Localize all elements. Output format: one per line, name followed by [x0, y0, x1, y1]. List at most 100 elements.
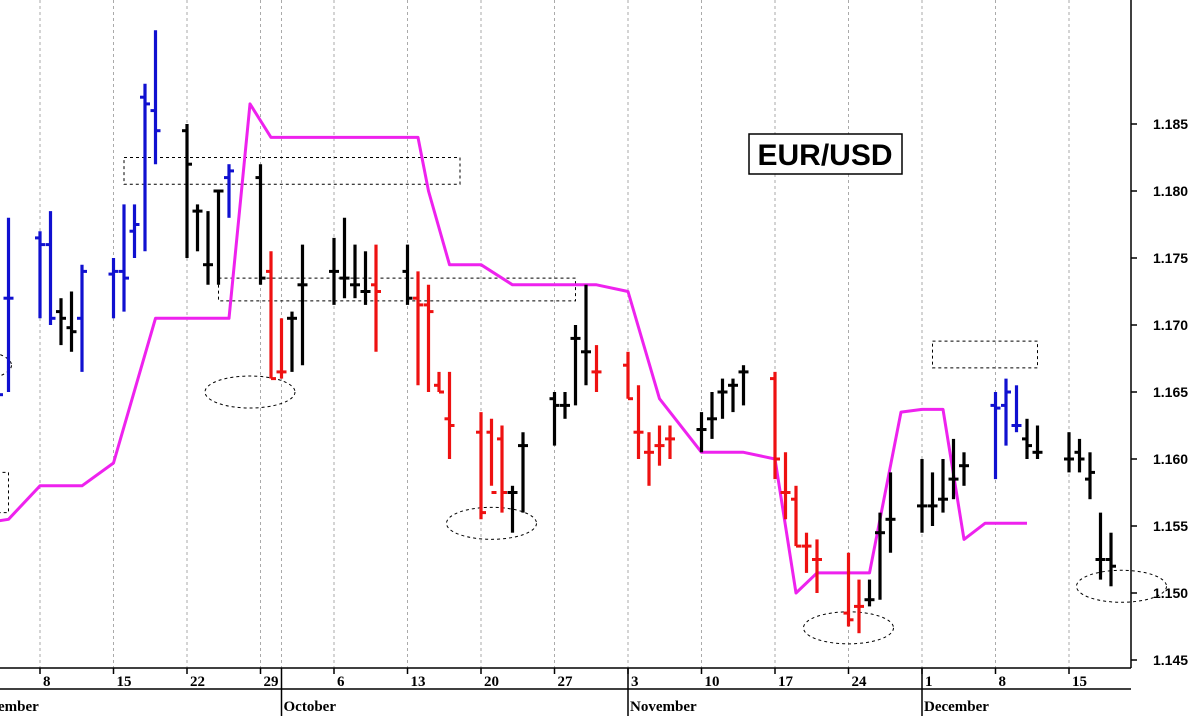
- price-bar: [203, 211, 213, 285]
- x-tick-label: 27: [558, 674, 574, 690]
- price-bar: [707, 392, 717, 439]
- vertical-gridlines: [39, 0, 1070, 668]
- month-label: December: [924, 699, 989, 715]
- price-bar: [917, 459, 927, 533]
- price-bar: [486, 418, 497, 494]
- price-bar: [45, 211, 56, 325]
- price-bar: [287, 311, 297, 372]
- month-label: November: [630, 699, 697, 715]
- x-tick-label: 20: [484, 674, 499, 690]
- price-bar: [255, 164, 266, 285]
- price-bar: [717, 378, 728, 419]
- price-bar: [875, 512, 885, 600]
- price-bar: [1001, 378, 1011, 446]
- x-tick-label: 10: [705, 674, 720, 690]
- price-bar: [56, 298, 66, 346]
- price-bar: [497, 425, 507, 513]
- price-bar: [476, 412, 486, 520]
- x-tick-label: 22: [190, 674, 205, 690]
- price-bar: [864, 579, 875, 607]
- price-bar: [339, 217, 350, 299]
- price-bar: [329, 237, 339, 305]
- price-bar: [623, 351, 633, 401]
- price-bar: [633, 385, 644, 459]
- annotation-ellipse: [1076, 569, 1167, 603]
- price-bar: [213, 189, 224, 285]
- price-bar: [192, 204, 203, 252]
- y-tick-label: 1.170: [1153, 317, 1188, 333]
- x-tick-label: 29: [264, 674, 279, 690]
- price-bar: [423, 284, 434, 392]
- price-bar: [812, 539, 822, 593]
- price-bar: [549, 392, 560, 446]
- price-bar: [77, 264, 87, 372]
- price-bar: [560, 392, 570, 419]
- annotation-box: [218, 277, 576, 302]
- price-bar: [570, 325, 581, 406]
- price-bar: [854, 579, 864, 634]
- price-bar: [276, 318, 287, 379]
- price-bar: [297, 244, 308, 366]
- price-bar: [990, 392, 1001, 480]
- price-bar: [654, 425, 665, 466]
- annotation-box: [932, 340, 1038, 369]
- x-tick-label: 15: [1072, 674, 1087, 690]
- x-tick-label: 8: [999, 674, 1007, 690]
- price-bar: [182, 124, 192, 258]
- y-tick-label: 1.150: [1153, 585, 1188, 601]
- price-bar: [665, 425, 675, 459]
- price-bar: [360, 251, 371, 305]
- x-tick-label: 3: [631, 674, 639, 690]
- price-bar: [129, 204, 140, 258]
- price-bar: [728, 378, 738, 413]
- price-bars: [0, 30, 1116, 634]
- price-bar: [266, 251, 276, 381]
- price-bar: [108, 258, 119, 319]
- y-tick-label: 1.160: [1153, 451, 1188, 467]
- x-tick-label: 6: [337, 674, 345, 690]
- month-label: October: [284, 699, 337, 715]
- price-bar: [1074, 438, 1085, 473]
- price-bar: [1064, 432, 1074, 473]
- x-axis: 8 15 22 29 6 13 20 27 3 10 17 24 1 8 15 ember October Nov…: [0, 667, 1131, 716]
- price-bar: [1011, 385, 1022, 433]
- price-bar: [444, 371, 455, 459]
- y-tick-label: 1.155: [1153, 518, 1188, 534]
- price-bar: [959, 452, 969, 486]
- month-label: ember: [0, 699, 39, 715]
- price-bar: [1022, 418, 1032, 459]
- y-tick-label: 1.175: [1153, 250, 1188, 266]
- price-bar: [35, 231, 45, 319]
- chart-title: EUR/USD: [757, 139, 892, 172]
- price-bar: [801, 532, 812, 573]
- x-tick-label: 15: [117, 674, 132, 690]
- price-bar: [770, 371, 780, 480]
- price-bar: [518, 432, 528, 513]
- price-bar: [0, 393, 3, 397]
- x-tick-label: 17: [778, 674, 794, 690]
- stop-line-series: [0, 102, 1027, 595]
- price-bar: [1032, 425, 1043, 459]
- price-bar: [738, 365, 749, 406]
- price-bar: [948, 438, 959, 500]
- price-bar: [224, 164, 234, 218]
- price-bar: [413, 271, 423, 386]
- price-bar: [3, 217, 14, 392]
- y-tick-label: 1.180: [1153, 183, 1188, 199]
- price-bar: [581, 284, 591, 386]
- price-bar: [1085, 452, 1095, 500]
- annotation-ellipse: [446, 506, 537, 540]
- y-axis: 1.145 1.150 1.155 1.160 1.165 1.170 1.175 1.180…: [1130, 0, 1188, 668]
- x-tick-label: 8: [43, 674, 51, 690]
- y-tick-label: 1.165: [1153, 384, 1188, 400]
- stop-line: [0, 102, 1027, 595]
- y-tick-label: 1.145: [1153, 652, 1188, 668]
- price-bar: [1095, 512, 1106, 580]
- price-bar: [150, 30, 161, 165]
- price-bar: [696, 412, 707, 453]
- price-bar: [843, 552, 854, 627]
- price-bar: [644, 432, 654, 486]
- price-bar: [938, 459, 948, 513]
- price-bar: [140, 83, 150, 252]
